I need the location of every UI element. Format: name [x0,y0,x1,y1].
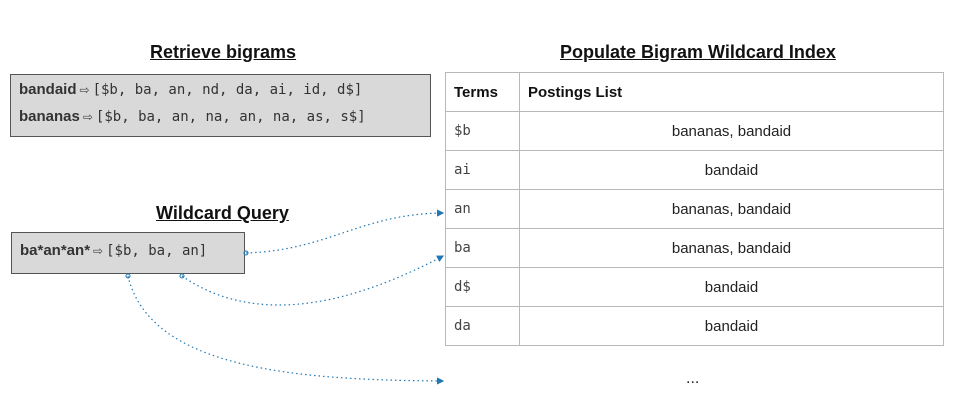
connector-dollar-b-start-dot [125,273,131,279]
table-row: ai bandaid [445,150,944,190]
connector-ba [181,255,445,306]
bigram-index-heading: Populate Bigram Wildcard Index [560,42,836,62]
postings-cell: bandaid [519,267,944,307]
retrieve-bigrams-box: bandaid ⇨ [$b, ba, an, nd, da, ai, id, d$]… [10,74,431,137]
connector-an [245,209,445,254]
table-row: d$ bandaid [445,267,944,307]
query-bigrams: [$b, ba, an] [106,243,208,259]
postings-cell: bandaid [519,306,944,346]
table-row: an bananas, bandaid [445,189,944,229]
retrieve-bigrams-heading: Retrieve bigrams [150,42,297,62]
term-word: bananas [19,108,80,125]
bigram-row-bananas: bananas ⇨ [$b, ba, an, na, an, na, as, s$] [19,108,366,125]
term-cell: ba [445,228,520,268]
bigram-list: [$b, ba, an, nd, da, ai, id, d$] [92,82,363,98]
postings-cell: bananas, bandaid [519,228,944,268]
query-text: ba*an*an* [20,242,91,259]
more-rows-ellipsis: ... [686,370,700,387]
term-cell: d$ [445,267,520,307]
bigram-row-bandaid: bandaid ⇨ [$b, ba, an, nd, da, ai, id, d$] [19,81,362,98]
table-row: da bandaid [445,306,944,346]
term-cell: da [445,306,520,346]
terms-column-header: Terms [445,72,520,112]
table-header-row: Terms Postings List [445,72,944,112]
postings-column-header: Postings List [519,72,944,112]
postings-cell: bananas, bandaid [519,189,944,229]
right-arrow-icon: ⇨ [79,83,90,97]
term-word: bandaid [19,81,77,98]
bigram-list: [$b, ba, an, na, an, na, as, s$] [95,109,366,125]
connector-dollar-b [127,275,445,385]
postings-cell: bandaid [519,150,944,190]
right-arrow-icon: ⇨ [93,244,104,258]
term-cell: $b [445,111,520,151]
postings-cell: bananas, bandaid [519,111,944,151]
wildcard-query-row: ba*an*an* ⇨ [$b, ba, an] [20,242,207,259]
wildcard-query-box: ba*an*an* ⇨ [$b, ba, an] [11,232,245,274]
bigram-index-table: Terms Postings List $b bananas, bandaid … [445,72,944,346]
connector-ba-start-dot [179,273,185,279]
wildcard-query-heading: Wildcard Query [156,203,289,223]
table-row: $b bananas, bandaid [445,111,944,151]
right-arrow-icon: ⇨ [82,110,93,124]
connector-an-start-dot [243,250,249,256]
table-row: ba bananas, bandaid [445,228,944,268]
